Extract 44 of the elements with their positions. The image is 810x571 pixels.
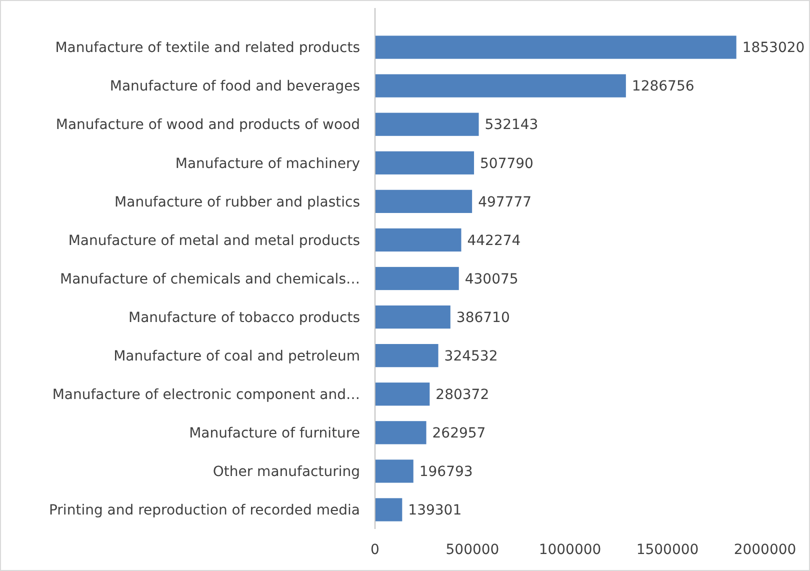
x-tick-label: 500000 bbox=[446, 542, 500, 558]
bar bbox=[375, 305, 450, 329]
y-tick-label: Manufacture of rubber and plastics bbox=[114, 194, 360, 210]
bar bbox=[375, 112, 479, 136]
y-tick-label: Manufacture of metal and metal products bbox=[68, 232, 360, 249]
bar bbox=[375, 36, 736, 59]
y-tick-label: Manufacture of tobacco products bbox=[128, 310, 360, 326]
bar bbox=[375, 382, 430, 406]
x-tick-label: 2000000 bbox=[734, 542, 796, 558]
bar bbox=[375, 421, 426, 444]
bar bbox=[375, 266, 459, 290]
x-tick-label: 1500000 bbox=[636, 542, 699, 558]
data-label: 280372 bbox=[436, 387, 490, 404]
data-label: 324532 bbox=[444, 348, 498, 364]
data-label: 507790 bbox=[480, 156, 534, 172]
data-label: 262957 bbox=[432, 426, 486, 442]
data-label: 497777 bbox=[478, 194, 532, 210]
y-tick-label: Manufacture of textile and related products bbox=[55, 40, 360, 56]
y-tick-label: Manufacture of wood and products of wood bbox=[56, 117, 360, 134]
data-label: 1853020 bbox=[742, 40, 805, 56]
y-tick-label: Other manufacturing bbox=[212, 464, 360, 480]
bar bbox=[375, 460, 414, 483]
data-label: 386710 bbox=[456, 310, 510, 326]
bar bbox=[375, 344, 438, 368]
data-label: 196793 bbox=[419, 464, 473, 480]
bar bbox=[375, 74, 626, 98]
data-label: 430075 bbox=[464, 271, 518, 288]
data-label: 1286756 bbox=[632, 78, 694, 95]
y-tick-label: Manufacture of chemicals and chemicals… bbox=[60, 271, 360, 288]
data-label: 139301 bbox=[408, 502, 462, 519]
y-tick-label: Manufacture of coal and petroleum bbox=[114, 348, 360, 364]
data-label: 532143 bbox=[484, 117, 538, 134]
bar bbox=[375, 498, 402, 522]
y-tick-label: Manufacture of machinery bbox=[175, 156, 360, 172]
data-label: 442274 bbox=[467, 232, 521, 249]
y-tick-label: Manufacture of furniture bbox=[189, 426, 360, 442]
x-tick-label: 1000000 bbox=[538, 542, 602, 558]
bar bbox=[375, 228, 462, 252]
bar bbox=[375, 151, 474, 174]
x-tick-label: 0 bbox=[370, 542, 380, 558]
y-tick-label: Manufacture of food and beverages bbox=[110, 78, 360, 95]
bar bbox=[375, 190, 472, 213]
y-tick-label: Printing and reproduction of recorded media bbox=[48, 502, 360, 519]
y-tick-label: Manufacture of electronic component and… bbox=[52, 387, 360, 404]
